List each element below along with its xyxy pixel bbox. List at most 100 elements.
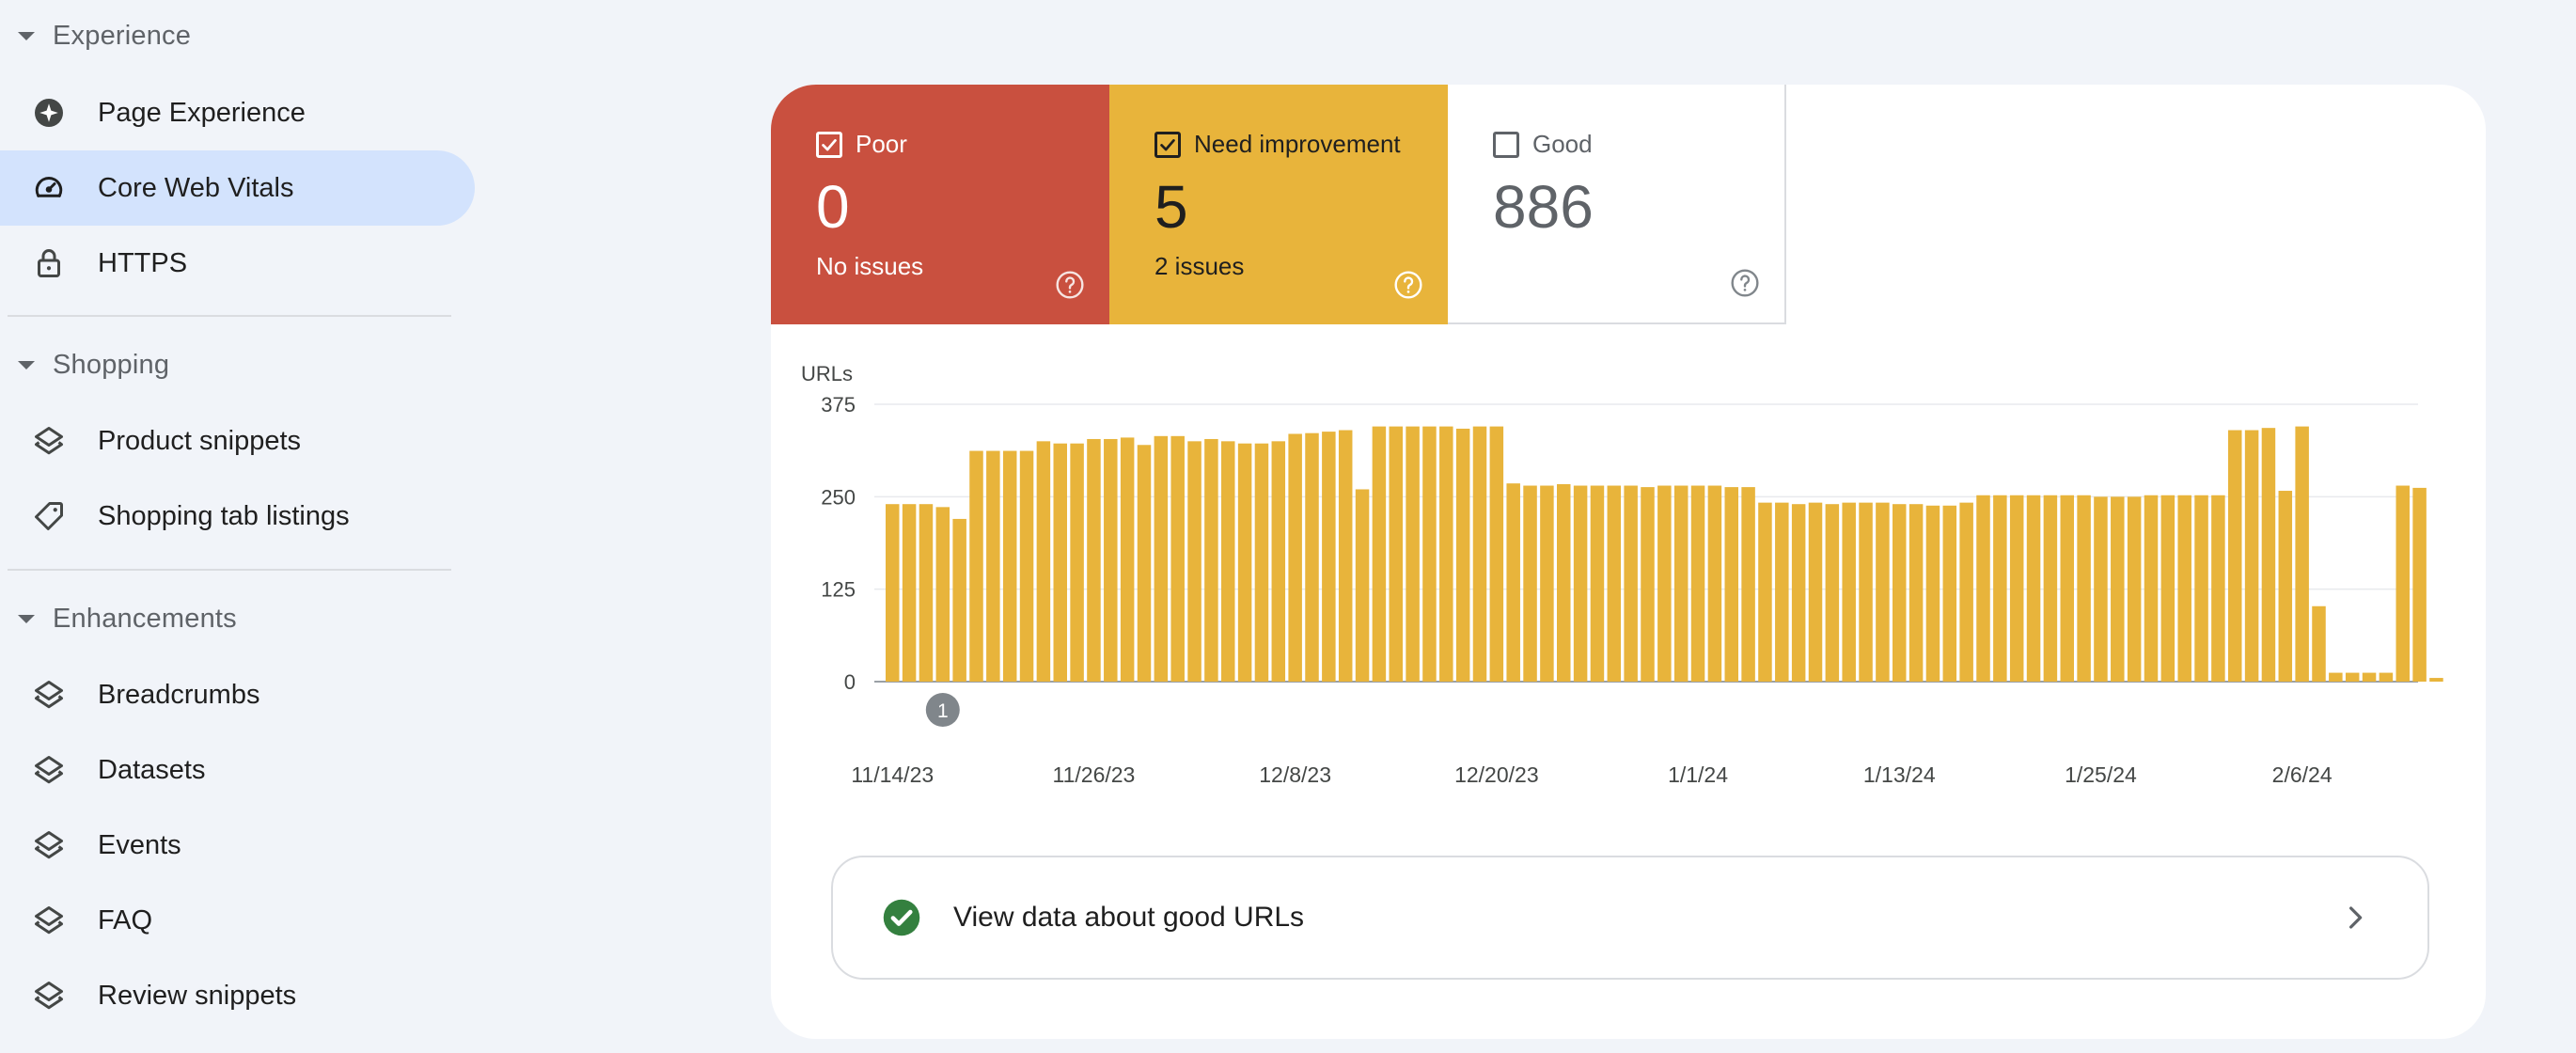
chart-bar[interactable] xyxy=(1893,504,1907,682)
view-good-urls-link[interactable]: View data about good URLs xyxy=(831,856,2429,980)
chart-bar[interactable] xyxy=(1523,485,1537,682)
tile-poor[interactable]: Poor 0 No issues xyxy=(771,85,1109,324)
chart-bar[interactable] xyxy=(1707,485,1722,682)
chart-bar[interactable] xyxy=(1254,443,1269,682)
chart-bar[interactable] xyxy=(1775,502,1789,682)
chart-bar[interactable] xyxy=(1808,502,1823,682)
chart-bar[interactable] xyxy=(2345,672,2360,682)
chart-bar[interactable] xyxy=(952,518,966,682)
sidebar-item-events[interactable]: Events xyxy=(0,808,475,883)
chart-bar[interactable] xyxy=(1758,502,1772,682)
chart-bar[interactable] xyxy=(2312,605,2326,682)
chart-bar[interactable] xyxy=(1925,505,1940,682)
chart-bar[interactable] xyxy=(1825,504,1840,682)
chart-bar[interactable] xyxy=(2379,672,2394,682)
sidebar-item-datasets[interactable]: Datasets xyxy=(0,732,475,808)
chart-bar[interactable] xyxy=(1288,433,1302,682)
help-icon[interactable] xyxy=(1393,270,1423,300)
chart-bar[interactable] xyxy=(1120,437,1135,682)
chart-bar[interactable] xyxy=(2026,495,2041,682)
chart-bar[interactable] xyxy=(1036,441,1051,682)
chart-bar[interactable] xyxy=(1170,435,1185,682)
chart-bar[interactable] xyxy=(1455,428,1470,682)
chart-bar[interactable] xyxy=(2228,430,2242,682)
chart-bar[interactable] xyxy=(1002,450,1017,682)
chart-bar[interactable] xyxy=(1087,438,1101,682)
chart-bar[interactable] xyxy=(1204,438,1218,682)
chart-bar[interactable] xyxy=(1624,485,1638,682)
chart-bar[interactable] xyxy=(2060,495,2075,682)
chart-bar[interactable] xyxy=(2127,496,2142,682)
chart-bar[interactable] xyxy=(1540,485,1554,682)
chart-bar[interactable] xyxy=(1506,483,1520,682)
chart-bar[interactable] xyxy=(1573,485,1588,682)
chart-bar[interactable] xyxy=(1070,443,1084,682)
chart-bar[interactable] xyxy=(2395,485,2411,682)
chart-bar[interactable] xyxy=(1791,504,1806,682)
chart-bar[interactable] xyxy=(1137,445,1152,682)
chart-bar[interactable] xyxy=(2295,426,2309,682)
chart-bar[interactable] xyxy=(2094,496,2108,682)
checkbox-unchecked-icon[interactable] xyxy=(1493,132,1519,158)
chart-bar[interactable] xyxy=(1607,485,1622,682)
chart-bar[interactable] xyxy=(1489,426,1504,682)
chart-bar[interactable] xyxy=(2177,495,2191,682)
chart-bar[interactable] xyxy=(1859,502,1873,682)
chart-bar[interactable] xyxy=(1154,435,1169,682)
chart-bar[interactable] xyxy=(1908,504,1924,682)
chart-bar[interactable] xyxy=(1472,426,1487,682)
chart-bar[interactable] xyxy=(1372,426,1387,682)
chart-bar[interactable] xyxy=(2211,495,2225,682)
chart-bar[interactable] xyxy=(2111,496,2125,682)
checkbox-checked-icon[interactable] xyxy=(816,132,842,158)
chart-bar[interactable] xyxy=(1842,502,1856,682)
chart-bar[interactable] xyxy=(886,504,900,682)
chart-bar[interactable] xyxy=(1657,485,1672,682)
chart-bar[interactable] xyxy=(1053,443,1068,682)
chart-bar[interactable] xyxy=(1406,426,1420,682)
chart-bar[interactable] xyxy=(902,504,917,682)
sidebar-item-product-snippets[interactable]: Product snippets xyxy=(0,403,475,479)
section-header-enhancements[interactable]: Enhancements xyxy=(0,590,237,647)
chart-bar[interactable] xyxy=(1942,505,1957,682)
chart-bar[interactable] xyxy=(1271,441,1286,682)
chart-bar[interactable] xyxy=(1641,487,1655,682)
chart-bar[interactable] xyxy=(1439,426,1453,682)
chart-bar[interactable] xyxy=(1976,495,1990,682)
section-header-shopping[interactable]: Shopping xyxy=(0,337,169,393)
chart-bar[interactable] xyxy=(2043,495,2058,682)
chart-bar[interactable] xyxy=(2194,495,2208,682)
annotation-marker[interactable] xyxy=(925,693,960,727)
sidebar-item-shopping-tab-listings[interactable]: Shopping tab listings xyxy=(0,479,475,554)
chart-bar[interactable] xyxy=(1724,487,1739,682)
chart-bar[interactable] xyxy=(969,450,983,682)
help-icon[interactable] xyxy=(1730,268,1760,298)
chart-bar[interactable] xyxy=(2278,491,2293,682)
chart-bar[interactable] xyxy=(986,450,1000,682)
chart-bar[interactable] xyxy=(2329,672,2343,682)
chart-bar[interactable] xyxy=(919,504,934,682)
chart-bar[interactable] xyxy=(1389,426,1404,682)
sidebar-item-https[interactable]: HTTPS xyxy=(0,226,475,301)
chart-bar[interactable] xyxy=(2412,487,2427,682)
chart-bar[interactable] xyxy=(1104,438,1118,682)
sidebar-item-breadcrumbs[interactable]: Breadcrumbs xyxy=(0,657,475,732)
chart-bar[interactable] xyxy=(1959,502,1973,682)
chart-bar[interactable] xyxy=(1338,430,1353,682)
chart-bar[interactable] xyxy=(1876,502,1890,682)
chart-bar[interactable] xyxy=(1237,443,1252,682)
section-header-experience[interactable]: Experience xyxy=(0,8,191,64)
chart-bar[interactable] xyxy=(2244,430,2259,682)
chart-bar[interactable] xyxy=(2362,672,2377,682)
chart-bar[interactable] xyxy=(935,507,950,682)
chart-bar[interactable] xyxy=(2077,495,2091,682)
chart-bar[interactable] xyxy=(2160,495,2175,682)
chart-bar[interactable] xyxy=(1422,426,1437,682)
tile-good[interactable]: Good 886 xyxy=(1448,85,1786,324)
sidebar-item-faq[interactable]: FAQ xyxy=(0,883,475,958)
checkbox-checked-icon[interactable] xyxy=(1154,132,1181,158)
chart-bar[interactable] xyxy=(1355,489,1370,682)
chart-bar[interactable] xyxy=(1305,432,1319,682)
chart-bar[interactable] xyxy=(1741,487,1755,682)
chart-bar[interactable] xyxy=(1993,495,2007,682)
